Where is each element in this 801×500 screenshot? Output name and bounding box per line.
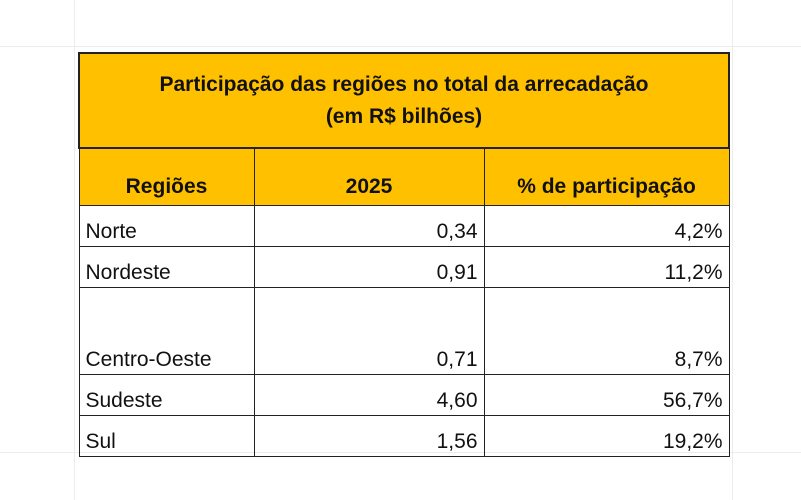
cell-value[interactable]: 0,91 bbox=[253, 246, 485, 288]
cell-value[interactable]: 0,34 bbox=[253, 205, 485, 247]
table-title-cell[interactable]: Participação das regiões no total da arr… bbox=[77, 52, 731, 149]
table-title: Participação das regiões no total da arr… bbox=[159, 72, 649, 96]
cell-region[interactable]: Sul bbox=[78, 415, 255, 457]
cell-share[interactable]: 56,7% bbox=[483, 374, 730, 416]
table-row: Sudeste 4,60 56,7% bbox=[78, 374, 730, 416]
table-row: Nordeste 0,91 11,2% bbox=[78, 246, 730, 288]
sheet-gridline bbox=[74, 0, 75, 500]
cell-value[interactable]: 1,56 bbox=[253, 415, 485, 457]
table-row: Centro-Oeste 0,71 8,7% bbox=[78, 287, 730, 375]
cell-share[interactable]: 4,2% bbox=[483, 205, 730, 247]
header-participacao[interactable]: % de participação bbox=[483, 147, 730, 206]
arrecadacao-table: Participação das regiões no total da arr… bbox=[77, 52, 731, 457]
sheet-gridline bbox=[732, 0, 733, 500]
table-row: Sul 1,56 19,2% bbox=[78, 415, 730, 457]
table-subtitle: (em R$ bilhões) bbox=[325, 104, 483, 128]
cell-share[interactable]: 8,7% bbox=[483, 287, 730, 375]
cell-value[interactable]: 4,60 bbox=[253, 374, 485, 416]
cell-region[interactable]: Nordeste bbox=[78, 246, 255, 288]
cell-value[interactable]: 0,71 bbox=[253, 287, 485, 375]
sheet-gridline bbox=[0, 46, 801, 47]
cell-region[interactable]: Norte bbox=[78, 205, 255, 247]
cell-share[interactable]: 11,2% bbox=[483, 246, 730, 288]
table-row: Norte 0,34 4,2% bbox=[78, 205, 730, 247]
cell-region[interactable]: Centro-Oeste bbox=[78, 287, 255, 375]
cell-region[interactable]: Sudeste bbox=[78, 374, 255, 416]
header-2025[interactable]: 2025 bbox=[253, 147, 485, 206]
cell-share[interactable]: 19,2% bbox=[483, 415, 730, 457]
header-regioes[interactable]: Regiões bbox=[78, 147, 255, 206]
